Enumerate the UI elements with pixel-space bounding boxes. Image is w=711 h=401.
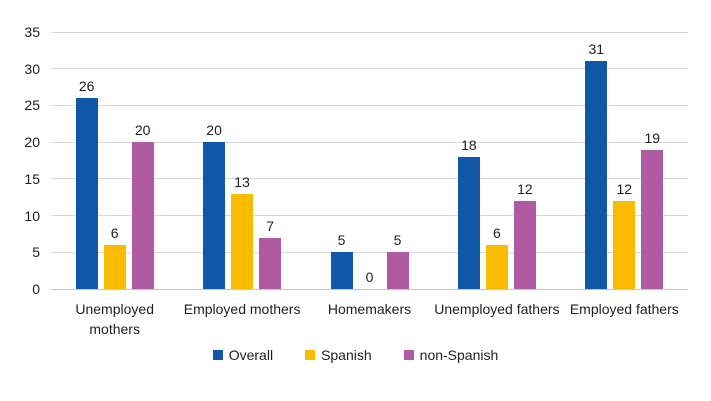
bar-value-label: 12 (616, 180, 633, 197)
legend-item: non-Spanish (403, 347, 499, 363)
gridline (51, 251, 688, 253)
bar-value-label: 0 (365, 269, 374, 285)
y-tick-label: 15 (24, 170, 40, 187)
bar (641, 149, 664, 289)
bar-value-label: 6 (110, 224, 119, 241)
bar-value-label: 7 (266, 217, 274, 234)
bar (613, 200, 636, 289)
bar (75, 98, 98, 289)
gridline (51, 104, 688, 106)
category-label: Employed mothers (183, 301, 301, 317)
y-tick-label: 35 (24, 24, 40, 40)
category-label: Unemployed mothers (75, 301, 154, 337)
bar-value-label: 13 (234, 173, 250, 190)
bar (231, 193, 254, 289)
gridline (51, 68, 688, 70)
bar-value-label: 5 (337, 232, 346, 249)
y-tick-label: 20 (24, 134, 40, 151)
y-axis: 0 5 10 15 20 25 30 35 (0, 24, 40, 297)
y-tick-label: 30 (24, 60, 40, 77)
bar-value-label: 20 (206, 122, 222, 139)
legend-swatch (305, 350, 316, 360)
category-label: Unemployed fathers (434, 301, 560, 317)
y-tick-label: 25 (24, 97, 40, 114)
bar (131, 142, 154, 289)
bar (513, 200, 536, 289)
legend: Overall Spanish non-Spanish (0, 347, 711, 363)
bar (457, 156, 480, 289)
bar-value-label: 20 (134, 122, 151, 139)
gridline (51, 288, 688, 290)
bar-value-label: 18 (461, 136, 477, 153)
bar (103, 244, 126, 289)
bar (330, 252, 353, 289)
y-tick-label: 0 (32, 281, 40, 297)
bar-value-label: 31 (588, 41, 605, 58)
bar (485, 244, 508, 289)
y-tick-label: 10 (24, 207, 40, 224)
category-label: Employed fathers (569, 301, 679, 317)
bar (259, 237, 282, 289)
legend-label: Overall (228, 347, 274, 363)
legend-swatch (403, 350, 414, 360)
category-label: Homemakers (327, 301, 412, 317)
y-tick-label: 5 (32, 244, 40, 261)
legend-item: Spanish (305, 347, 372, 363)
bar (585, 61, 608, 289)
legend-label: non-Spanish (419, 347, 499, 363)
legend-item: Overall (212, 347, 274, 363)
bar-value-label: 19 (644, 129, 661, 146)
legend-label: Spanish (321, 347, 372, 363)
bar-value-label: 12 (517, 180, 533, 197)
bar-value-label: 6 (492, 224, 501, 241)
plot-area: 26 6 20 20 13 7 5 0 5 18 6 12 31 12 19 (51, 31, 688, 290)
gridline (51, 31, 688, 33)
gridline (51, 178, 688, 180)
gridline (51, 215, 688, 217)
bar-value-label: 26 (78, 78, 95, 95)
bar-value-label: 5 (393, 232, 402, 249)
legend-swatch (212, 350, 223, 360)
gridline (51, 141, 688, 143)
bar (386, 252, 409, 289)
x-axis: Unemployed mothers Employed mothers Homema… (51, 299, 688, 343)
bar (203, 142, 226, 289)
